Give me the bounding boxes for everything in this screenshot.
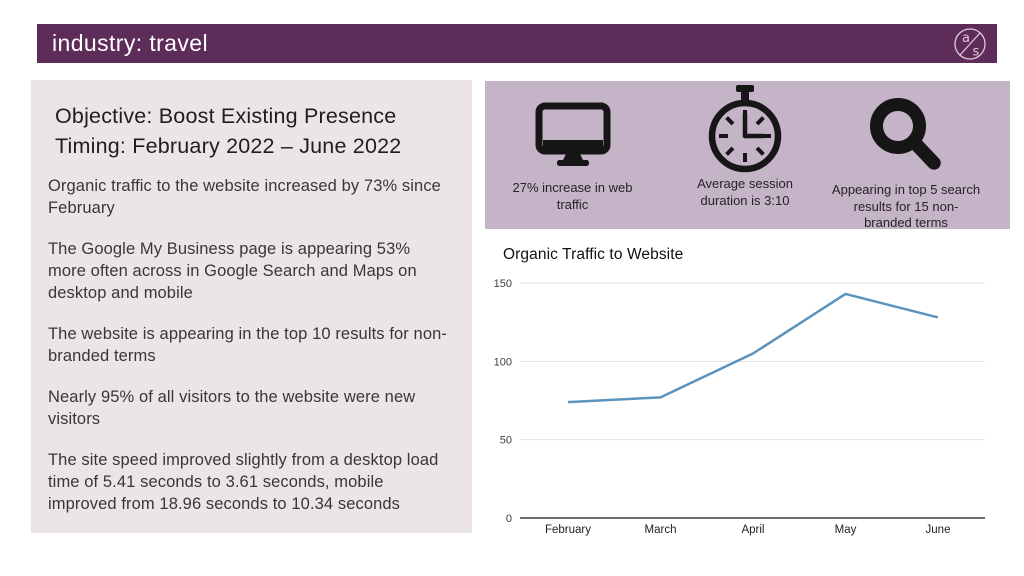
summary-paragraph: The Google My Business page is appearing… (48, 240, 417, 302)
stopwatch-icon (708, 85, 782, 173)
stat-caption: 27% increase in web traffic (512, 180, 633, 212)
stat-caption: Appearing in top 5 search results for 15… (831, 182, 981, 230)
x-tick-label: April (741, 524, 764, 536)
objective-heading: Objective: Boost Existing Presence Timin… (55, 101, 452, 161)
icon-box (535, 91, 611, 177)
summary-paragraph: Organic traffic to the website increased… (48, 177, 441, 217)
header-bar: industry: travel a s (37, 24, 997, 63)
logo-letter-a: a (962, 31, 970, 46)
icon-box (703, 85, 787, 173)
x-tick-label: May (835, 524, 857, 536)
logo-letter-s: s (973, 44, 980, 59)
icon-box (869, 93, 943, 179)
logo-circle (954, 27, 986, 60)
stat-item-session-duration: Average session duration is 3:10 (665, 85, 825, 209)
x-tick-label: March (645, 524, 677, 536)
timing-line: Timing: February 2022 – June 2022 (55, 134, 402, 158)
chart-title: Organic Traffic to Website (503, 246, 684, 263)
y-tick-label: 50 (500, 435, 512, 447)
summary-paragraph: The site speed improved slightly from a … (48, 451, 439, 513)
stat-item-search-results: Appearing in top 5 search results for 15… (820, 93, 992, 232)
traffic-line (567, 292, 939, 404)
logo-slash (959, 32, 981, 55)
summary-panel: Objective: Boost Existing Presence Timin… (31, 80, 472, 533)
stats-panel: 27% increase in web traffic (485, 81, 1010, 232)
desktop-monitor-icon (535, 102, 610, 166)
summary-paragraph: The website is appearing in the top 10 r… (48, 325, 447, 365)
stat-item-web-traffic: 27% increase in web traffic (495, 91, 650, 213)
x-tick-label: June (926, 524, 951, 536)
y-tick-label: 150 (494, 278, 512, 290)
magnifying-glass-icon (870, 98, 941, 170)
y-tick-label: 0 (506, 513, 512, 525)
objective-line: Objective: Boost Existing Presence (55, 104, 397, 128)
page-title: industry: travel (52, 30, 208, 56)
brand-logo-icon: a s (954, 27, 986, 60)
x-tick-label: February (545, 524, 591, 536)
organic-traffic-chart: 0 50 100 150 February March April May June (494, 278, 985, 536)
summary-paragraph: Nearly 95% of all visitors to the websit… (48, 388, 416, 428)
stat-caption: Average session duration is 3:10 (697, 176, 793, 208)
y-tick-label: 100 (494, 356, 512, 368)
